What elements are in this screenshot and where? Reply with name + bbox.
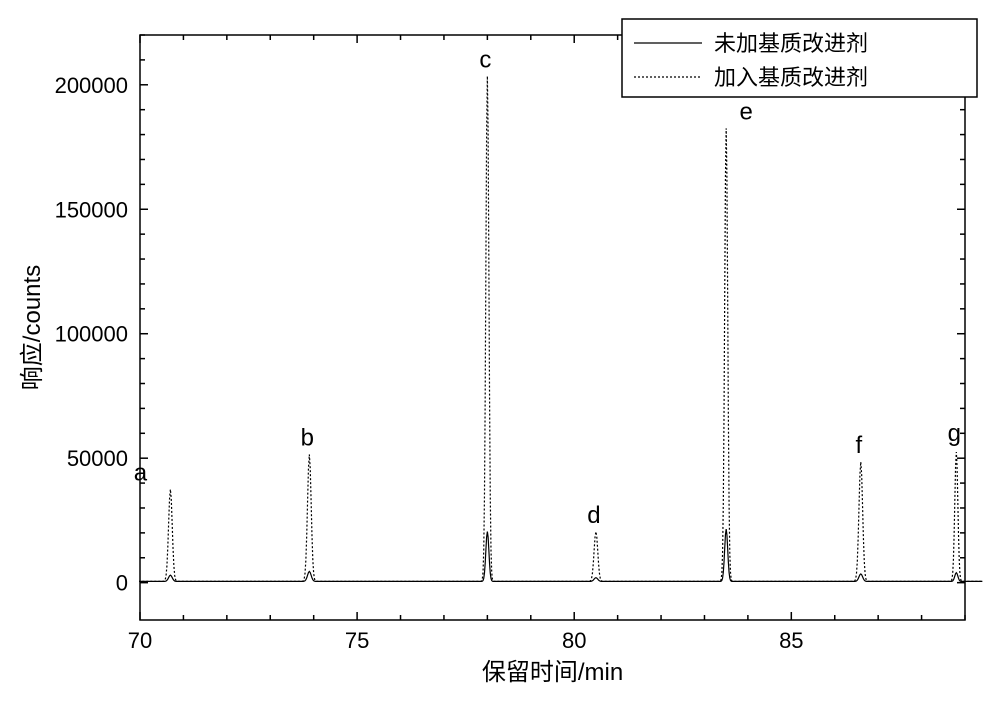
peak-label-e: e [740, 99, 753, 126]
chart-svg: 70 75 80 85 0 50000 100000 150000 200000 保留时间/min… [0, 0, 1000, 713]
legend-label-0: 未加基质改进剂 [714, 31, 868, 56]
x-tick-label: 80 [562, 628, 586, 653]
peak-label-g: g [948, 420, 961, 447]
y-axis-label: 响应/counts [19, 265, 46, 390]
y-tick-label: 50000 [67, 446, 128, 471]
y-tick-label: 200000 [55, 73, 128, 98]
x-tick-label: 85 [779, 628, 803, 653]
x-tick-label: 75 [345, 628, 369, 653]
chromatogram-chart: 70 75 80 85 0 50000 100000 150000 200000 保留时间/min… [0, 0, 1000, 713]
peak-label-a: a [134, 460, 148, 487]
peak-label-d: d [587, 502, 600, 529]
peak-label-c: c [479, 46, 491, 73]
y-tick-label: 100000 [55, 322, 128, 347]
x-tick-label: 70 [128, 628, 152, 653]
y-tick-label: 150000 [55, 197, 128, 222]
trace-with-modifier [139, 76, 982, 581]
legend-label-1: 加入基质改进剂 [714, 65, 868, 90]
peak-label-f: f [855, 432, 862, 459]
y-tick-label: 0 [116, 571, 128, 596]
plot-frame [140, 35, 965, 620]
peak-label-b: b [301, 425, 314, 452]
x-axis-label: 保留时间/min [482, 659, 623, 686]
